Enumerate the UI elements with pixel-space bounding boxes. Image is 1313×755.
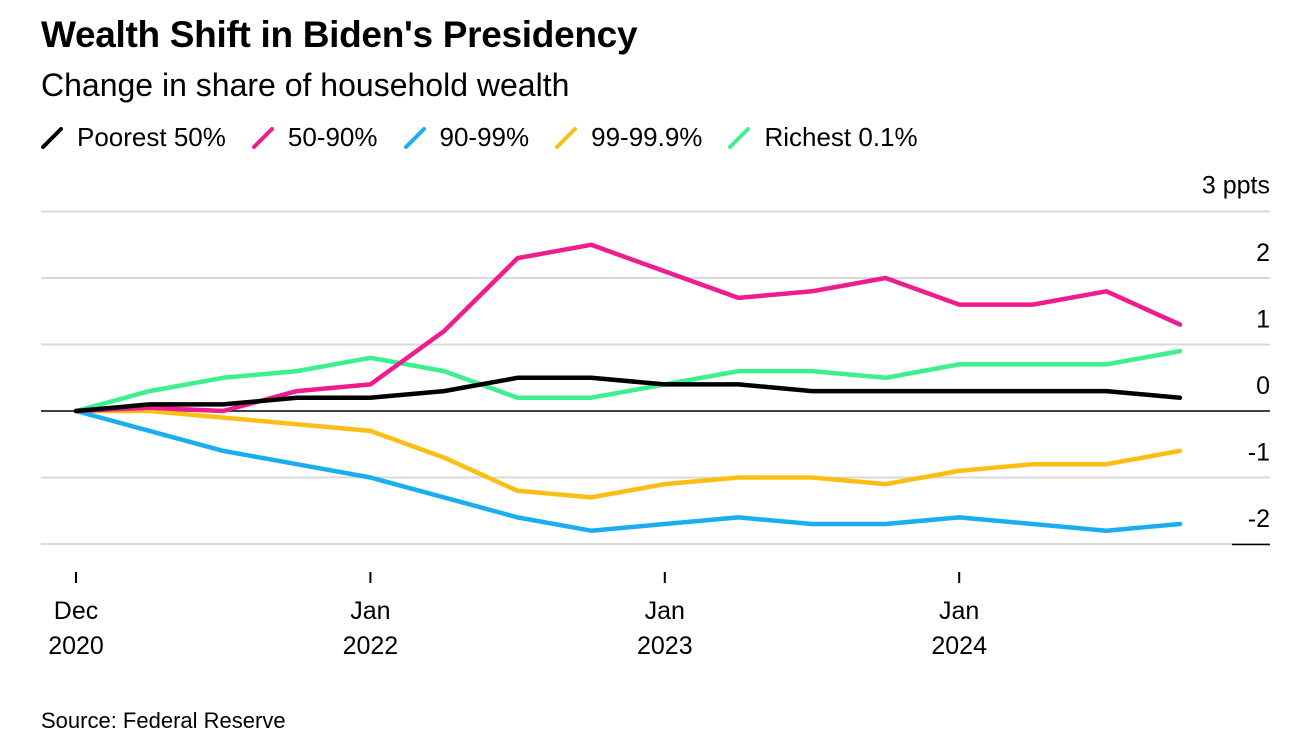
y-tick-label: 1	[1256, 306, 1270, 334]
legend-item: 50-90%	[251, 122, 378, 153]
chart-legend: Poorest 50% 50-90% 90-99% 99-99.9% Richest 0…	[41, 122, 944, 153]
x-tick-label: Jan	[645, 597, 685, 625]
y-tick-label: -1	[1248, 439, 1270, 467]
chart-subtitle: Change in share of household wealth	[41, 67, 570, 103]
series-line-richest-0-1	[73, 348, 1183, 414]
series-line-poorest-50	[73, 375, 1183, 414]
legend-label: 90-99%	[439, 122, 530, 152]
x-tick-label: 2022	[343, 632, 399, 660]
legend-label: 99-99.9%	[591, 122, 703, 152]
series-line-50-90	[73, 242, 1183, 414]
legend-item: 90-99%	[403, 122, 530, 153]
x-tick-label: Dec	[54, 597, 98, 625]
legend-swatch	[41, 126, 63, 149]
legend-label: Poorest 50%	[77, 122, 226, 152]
y-tick-label: 0	[1256, 372, 1270, 400]
legend-item: Richest 0.1%	[728, 122, 918, 153]
x-tick-label: 2020	[48, 632, 104, 660]
legend-label: 50-90%	[287, 122, 378, 152]
x-tick-label: Jan	[350, 597, 390, 625]
line-chart: 3 ppts 2 1 0 -1 -2 Dec 2020 Jan 2022 Jan 2023 Jan 202…	[41, 172, 1270, 660]
legend-swatch	[403, 126, 426, 149]
y-tick-label: -2	[1248, 505, 1270, 533]
legend-swatch	[251, 126, 274, 149]
series-line-99-99-9	[73, 408, 1183, 500]
x-tick-label: 2023	[637, 632, 693, 660]
legend-swatch	[728, 126, 751, 149]
series-line-90-99	[73, 408, 1183, 533]
chart-title: Wealth Shift in Biden's Presidency	[41, 14, 638, 55]
y-unit-label: 3 ppts	[1202, 172, 1270, 200]
legend-item: 99-99.9%	[555, 122, 702, 153]
x-tick-label: Jan	[939, 597, 979, 625]
y-tick-label: 2	[1256, 239, 1270, 267]
source-note: Source: Federal Reserve	[41, 708, 286, 733]
x-tick-label: 2024	[931, 632, 987, 660]
legend-swatch	[555, 126, 578, 149]
legend-label: Richest 0.1%	[764, 122, 918, 152]
legend-item: Poorest 50%	[41, 122, 226, 153]
